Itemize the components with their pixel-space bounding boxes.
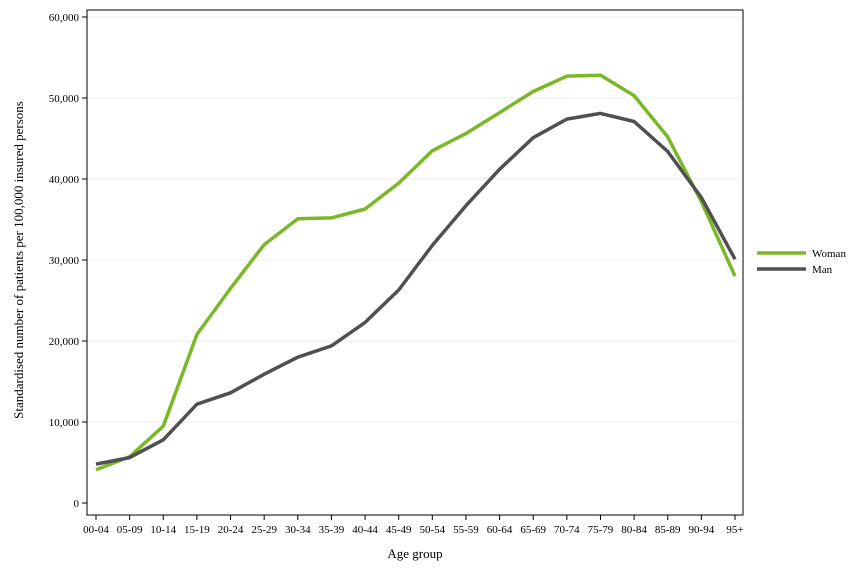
y-tick-label: 40,000 xyxy=(49,174,80,186)
x-tick-label: 60-64 xyxy=(487,524,513,536)
x-tick-label: 05-09 xyxy=(117,524,143,536)
y-tick-label: 50,000 xyxy=(49,93,80,105)
x-tick-label: 30-34 xyxy=(285,524,311,536)
x-tick-label: 10-14 xyxy=(150,524,176,536)
x-tick-label: 35-39 xyxy=(319,524,345,536)
x-tick-label: 75-79 xyxy=(588,524,614,536)
x-axis: 00-04 05-09 10-14 15-19 20-24 25-29 30-34 35-39… xyxy=(83,515,744,536)
y-tick-label: 60,000 xyxy=(49,12,80,24)
x-tick-label: 90-94 xyxy=(689,524,715,536)
series-line-woman xyxy=(95,73,737,472)
y-axis: 0 10,000 20,000 30,000 40,000 50,000 60,000 xyxy=(49,12,87,510)
legend: Woman Man xyxy=(757,248,846,276)
x-tick-label: 50-54 xyxy=(419,524,445,536)
x-tick-label: 65-69 xyxy=(520,524,546,536)
series-line-man xyxy=(95,111,737,466)
legend-label-man: Man xyxy=(812,264,833,276)
y-axis-title: Standardised number of patients per 100,… xyxy=(11,101,26,419)
x-tick-label: 85-89 xyxy=(655,524,681,536)
x-tick-label: 55-59 xyxy=(453,524,479,536)
legend-label-woman: Woman xyxy=(812,248,846,260)
x-tick-label: 45-49 xyxy=(386,524,412,536)
y-tick-label: 30,000 xyxy=(49,255,80,267)
x-tick-label: 80-84 xyxy=(621,524,647,536)
y-tick-label: 20,000 xyxy=(49,336,80,348)
x-tick-label: 40-44 xyxy=(352,524,378,536)
x-tick-label: 70-74 xyxy=(554,524,580,536)
plot-frame xyxy=(86,9,744,516)
x-tick-label: 20-24 xyxy=(218,524,244,536)
x-tick-label: 95+ xyxy=(726,524,743,536)
gridlines xyxy=(88,16,742,423)
y-tick-label: 10,000 xyxy=(49,417,80,429)
x-tick-label: 25-29 xyxy=(251,524,277,536)
x-tick-label: 15-19 xyxy=(184,524,210,536)
y-tick-label: 0 xyxy=(74,498,80,510)
x-tick-label: 00-04 xyxy=(83,524,109,536)
x-axis-title: Age group xyxy=(387,546,442,561)
series-layer xyxy=(95,73,737,472)
